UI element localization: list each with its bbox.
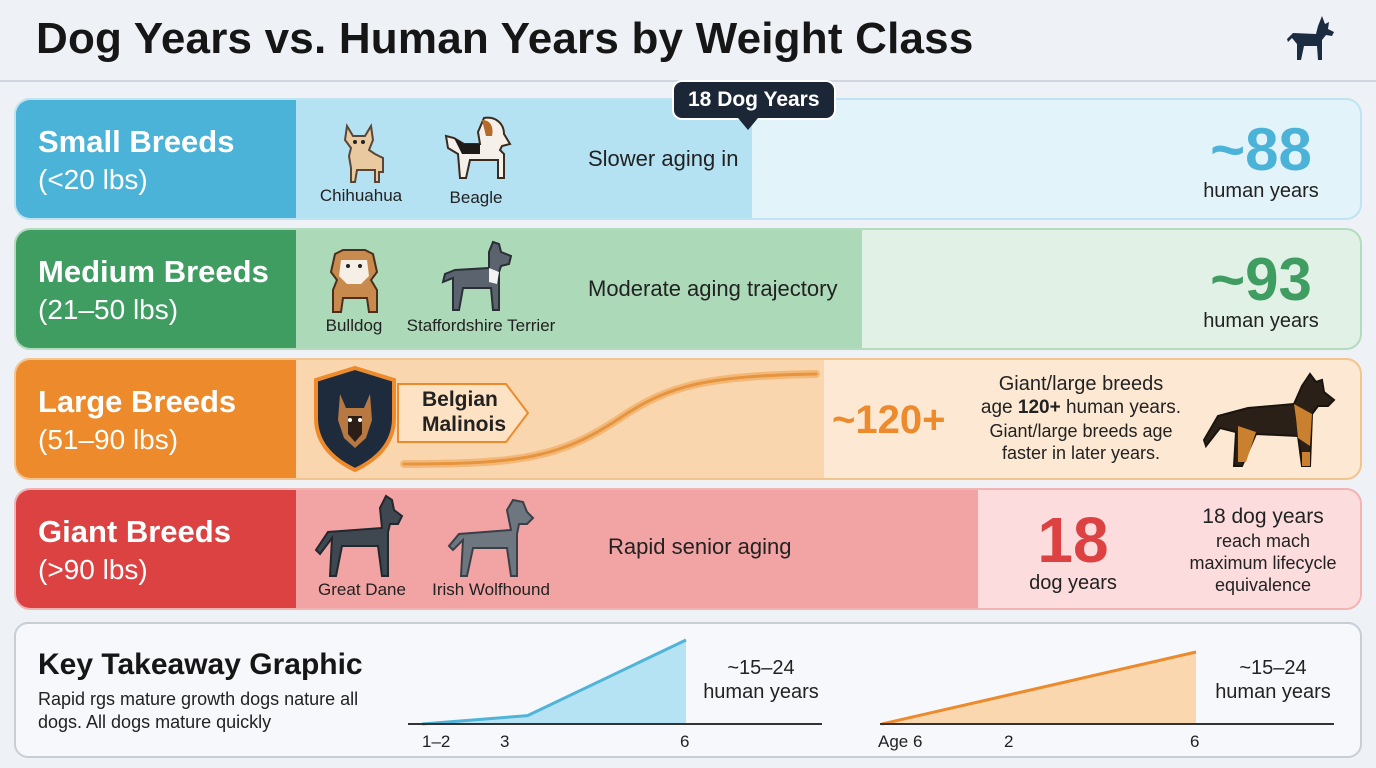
area-line xyxy=(881,650,1197,726)
note-line: Giant/large breeds xyxy=(998,373,1164,395)
note-emphasis: 120+ xyxy=(1017,397,1061,418)
weight-range: (51–90 lbs) xyxy=(38,424,179,455)
shield-badge-icon xyxy=(314,365,396,473)
chihuahua-icon xyxy=(343,123,384,183)
weight-class-name: Giant Breeds xyxy=(38,514,231,549)
staffordshire-terrier-icon xyxy=(441,240,513,311)
note-text: age xyxy=(980,397,1018,418)
breed-bulldog: Bulldog xyxy=(316,246,392,336)
note-line: reach mach maximum lifecycle equivalence xyxy=(1189,531,1337,595)
weight-range: (21–50 lbs) xyxy=(38,294,179,325)
aging-trait: Slower aging in xyxy=(588,146,739,171)
aging-note: 18 dog years reach mach maximum lifecycl… xyxy=(1178,504,1348,596)
weight-class-label: Giant Breeds (>90 lbs) xyxy=(16,490,296,608)
breed-staffordshire-terrier: Staffordshire Terrier xyxy=(396,238,566,336)
x-tick: 2 xyxy=(1004,732,1014,751)
human-years-value: ~93 human years xyxy=(1186,250,1336,333)
dog-silhouette-icon xyxy=(1287,16,1334,60)
x-tick: Age 6 xyxy=(878,732,923,751)
chart-annotation: ~15–24 human years xyxy=(1215,657,1331,703)
breed-badge-malinois: Belgian Malinois xyxy=(396,382,532,444)
aging-note: Giant/large breeds age 120+ human years.… xyxy=(966,372,1196,464)
result-panel xyxy=(978,490,1360,608)
aging-trait: Rapid senior aging xyxy=(608,534,792,559)
breed-chihuahua: Chihuahua xyxy=(308,122,414,206)
x-tick: 6 xyxy=(680,732,690,751)
value-unit: human years xyxy=(1203,310,1319,332)
aging-curve xyxy=(400,370,820,468)
x-tick: 3 xyxy=(500,732,510,751)
weight-class-label: Small Breeds (<20 lbs) xyxy=(16,100,296,218)
human-years-value: ~120+ xyxy=(832,398,946,442)
chart-annotation: ~15–24 human years xyxy=(703,657,819,703)
value-number: ~93 xyxy=(1210,246,1312,313)
breed-caption: Chihuahua xyxy=(319,186,403,205)
note-line: Giant/large breeds age faster in later y… xyxy=(989,421,1173,463)
breed-great-dane: Great Dane xyxy=(308,494,416,600)
breed-irish-wolfhound: Irish Wolfhound xyxy=(426,494,556,600)
mini-chart-2-plot xyxy=(880,650,1334,726)
great-dane-icon xyxy=(314,494,404,577)
row-large-breeds: Large Breeds (51–90 lbs) Belgian Malinoi… xyxy=(14,358,1362,480)
breed-caption: Staffordshire Terrier xyxy=(406,316,556,335)
area-fill xyxy=(422,640,686,724)
weight-range: (<20 lbs) xyxy=(38,164,148,195)
irish-wolfhound-icon xyxy=(447,498,535,577)
note-text: human years. xyxy=(1060,397,1182,418)
note-line: 18 dog years xyxy=(1202,505,1324,528)
x-tick: 6 xyxy=(1190,732,1200,751)
note-line: age 120+ human years. xyxy=(966,396,1196,420)
tag-shape xyxy=(397,383,530,443)
weight-class-name: Large Breeds xyxy=(38,384,237,419)
x-tick: 1–2 xyxy=(422,732,451,751)
weight-class-label: Medium Breeds (21–50 lbs) xyxy=(16,230,296,348)
callout-pointer xyxy=(738,118,758,130)
badge-label: Belgian Malinois xyxy=(422,388,507,436)
human-years-value: ~88 human years xyxy=(1186,120,1336,203)
dog-years-callout: 18 Dog Years xyxy=(672,80,836,120)
header: Dog Years vs. Human Years by Weight Clas… xyxy=(0,0,1376,82)
bulldog-icon xyxy=(329,249,379,313)
weight-class-name: Medium Breeds xyxy=(38,254,269,289)
takeaway-title: Key Takeaway Graphic xyxy=(38,648,363,681)
weight-class-name: Small Breeds xyxy=(38,124,235,159)
weight-class-label: Large Breeds (51–90 lbs) xyxy=(16,360,296,478)
mini-chart-1: 1–2 3 6 ~15–24 human years xyxy=(406,624,836,756)
value-unit: dog years xyxy=(1029,572,1117,594)
aging-bar xyxy=(296,490,978,608)
breed-caption: Great Dane xyxy=(318,580,406,599)
breed-caption: Beagle xyxy=(449,188,503,207)
takeaway-description: Rapid rgs mature growth dogs nature all … xyxy=(38,689,359,732)
aging-bar xyxy=(296,230,862,348)
dog-years-value: 18 dog years xyxy=(1000,508,1146,595)
area-line xyxy=(421,638,687,726)
page-title: Dog Years vs. Human Years by Weight Clas… xyxy=(36,14,974,63)
breed-caption: Irish Wolfhound xyxy=(432,580,550,599)
key-takeaway-panel: Key Takeaway Graphic Rapid rgs mature gr… xyxy=(14,622,1362,758)
mini-chart-2: Age 6 2 6 ~15–24 human years xyxy=(876,624,1362,756)
value-unit: human years xyxy=(1203,180,1319,202)
german-shepherd-icon xyxy=(1202,372,1336,467)
breed-caption: Bulldog xyxy=(325,316,383,335)
aging-trait: Moderate aging trajectory xyxy=(588,276,838,301)
mini-chart-1-plot xyxy=(408,638,822,726)
value-number: ~88 xyxy=(1210,116,1312,183)
weight-range: (>90 lbs) xyxy=(38,554,148,585)
breed-beagle: Beagle xyxy=(430,114,522,208)
row-medium-breeds: Medium Breeds (21–50 lbs) Bulldog Staffo… xyxy=(14,228,1362,350)
beagle-icon xyxy=(444,116,512,179)
row-giant-breeds: Giant Breeds (>90 lbs) Great Dane Irish … xyxy=(14,488,1362,610)
value-number: 18 xyxy=(1037,504,1109,576)
